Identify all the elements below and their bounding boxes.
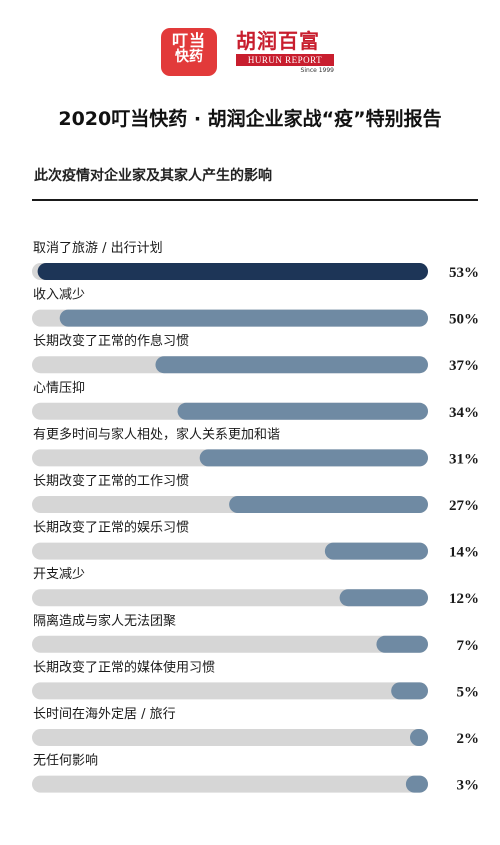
value-label: 27% bbox=[449, 498, 479, 514]
page-title: 2020叮当快药 · 胡润企业家战“疫”特别报告 bbox=[58, 108, 442, 130]
value-label: 14% bbox=[449, 545, 479, 561]
bar bbox=[155, 356, 429, 374]
category-label: 收入减少 bbox=[33, 288, 85, 303]
category-label: 长期改变了正常的作息习惯 bbox=[33, 333, 189, 349]
value-label: 31% bbox=[449, 451, 479, 467]
value-label: 3% bbox=[457, 778, 480, 794]
bar bbox=[229, 496, 428, 513]
category-label: 长期改变了正常的娱乐习惯 bbox=[33, 520, 189, 536]
bar bbox=[339, 589, 428, 607]
category-label: 长期改变了正常的工作习惯 bbox=[33, 473, 189, 489]
bar bbox=[376, 635, 428, 653]
dingdang-logo-line2: 快药 bbox=[175, 48, 203, 65]
value-label: 34% bbox=[449, 405, 479, 421]
bar bbox=[391, 682, 428, 700]
hurun-logo: 胡润百富 HURUN REPORT Since 1999 bbox=[236, 28, 346, 76]
value-label: 2% bbox=[457, 731, 480, 747]
bar bbox=[410, 729, 428, 746]
category-label: 长时间在海外定居 / 旅行 bbox=[33, 707, 176, 722]
category-label: 有更多时间与家人相处，家人关系更加和谐 bbox=[33, 426, 280, 442]
title-divider bbox=[32, 199, 478, 201]
value-label: 37% bbox=[449, 358, 479, 374]
bar-track bbox=[32, 682, 428, 700]
category-label: 开支减少 bbox=[33, 567, 85, 582]
value-label: 50% bbox=[449, 312, 479, 328]
bar bbox=[37, 263, 428, 280]
value-label: 53% bbox=[449, 265, 479, 281]
category-label: 长期改变了正常的媒体使用习惯 bbox=[33, 659, 215, 675]
hurun-logo-since: Since 1999 bbox=[300, 67, 334, 74]
chart-subtitle: 此次疫情对企业家及其家人产生的影响 bbox=[34, 168, 272, 184]
category-label: 隔离造成与家人无法团聚 bbox=[33, 613, 176, 629]
bar-track bbox=[32, 729, 428, 746]
hurun-logo-cn: 胡润百富 bbox=[236, 29, 320, 53]
bar bbox=[324, 542, 428, 560]
category-label: 心情压抑 bbox=[33, 381, 85, 396]
category-label: 无任何影响 bbox=[33, 753, 98, 769]
value-label: 5% bbox=[457, 684, 480, 700]
bar-track bbox=[32, 635, 428, 653]
dingdang-logo: 叮当 快药 bbox=[161, 28, 217, 76]
bar-track bbox=[32, 775, 428, 793]
bar bbox=[59, 309, 428, 327]
value-label: 12% bbox=[449, 591, 479, 607]
bar bbox=[177, 402, 428, 420]
dingdang-logo-line1: 叮当 bbox=[171, 31, 206, 50]
bar bbox=[199, 449, 428, 467]
category-label: 取消了旅游 / 出行计划 bbox=[33, 241, 163, 256]
bar bbox=[405, 775, 428, 793]
value-label: 7% bbox=[457, 638, 480, 654]
hurun-logo-en: HURUN REPORT bbox=[236, 54, 334, 66]
bar-track bbox=[32, 589, 428, 607]
